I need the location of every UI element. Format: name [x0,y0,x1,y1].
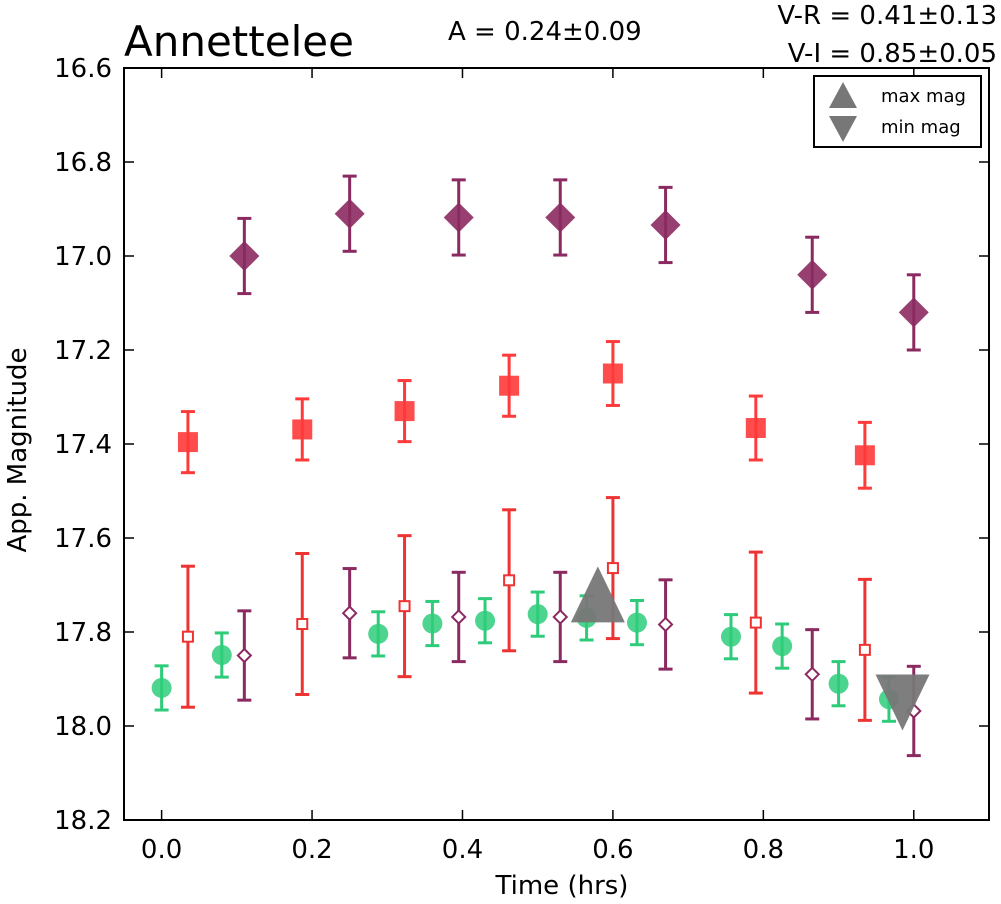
y-tick-label: 17.6 [54,524,112,554]
x-tick-label: 1.0 [893,835,934,865]
legend-triangle-up-icon [829,82,857,108]
point-diamond-filled-0-0 [229,241,260,271]
point-circle-filled-2-2 [368,623,389,644]
point-diamond-filled-0-4 [650,209,681,240]
point-diamond-filled-0-1 [334,198,365,229]
point-square-filled-1-5 [745,418,766,439]
point-square-open-3-0 [181,630,194,643]
y-tick-label: 18.2 [54,806,112,836]
point-circle-filled-2-1 [211,645,232,666]
point-circle-filled-2-5 [527,604,548,625]
x-tick-label: 0.6 [592,835,633,865]
point-square-open-3-3 [503,574,516,587]
point-diamond-open-4-2 [450,609,467,625]
point-diamond-filled-0-3 [545,202,576,233]
point-square-open-3-6 [858,643,871,656]
point-diamond-open-4-4 [657,616,674,633]
y-tick-label: 16.8 [54,148,112,178]
v-r-color-label: V-R = 0.41±0.13 [777,1,997,31]
point-square-filled-1-2 [394,401,415,422]
x-tick-label: 0.2 [291,835,332,865]
point-square-open-3-2 [398,600,411,613]
extremum-min-marker [875,674,930,731]
point-diamond-filled-0-5 [797,259,828,290]
point-square-open-3-4 [606,562,619,575]
x-tick-label: 0.0 [141,835,182,865]
point-diamond-open-4-1 [341,605,358,622]
point-square-open-3-1 [296,618,309,631]
point-circle-filled-2-7 [626,612,647,633]
legend-box: max mag min mag [813,75,982,148]
point-diamond-filled-0-2 [443,202,474,233]
point-diamond-open-4-0 [236,647,253,664]
point-square-filled-1-1 [292,419,313,440]
legend-triangle-down-icon [829,116,857,142]
v-i-color-label: V-I = 0.85±0.05 [788,39,997,69]
point-square-filled-1-0 [177,432,198,453]
extremum-max-marker [570,566,625,623]
x-axis-label: Time (hrs) [495,871,629,901]
point-diamond-open-4-5 [804,666,821,683]
point-square-filled-1-6 [854,445,875,466]
legend-label-max: max mag [881,86,966,107]
point-circle-filled-2-0 [151,677,172,698]
y-axis-label: App. Magnitude [3,347,33,552]
x-tick-label: 0.4 [442,835,483,865]
legend-label-min: min mag [881,117,961,138]
point-circle-filled-2-9 [772,636,793,657]
point-square-filled-1-4 [602,363,623,384]
y-tick-label: 17.2 [54,336,112,366]
x-tick-label: 0.8 [743,835,784,865]
amplitude-label: A = 0.24±0.09 [448,17,642,47]
point-square-open-3-5 [749,616,762,629]
point-circle-filled-2-8 [721,626,742,647]
point-circle-filled-2-4 [475,610,496,631]
point-diamond-filled-0-6 [898,297,929,328]
chart-title: Annettelee [124,17,354,66]
point-square-filled-1-3 [499,375,520,396]
y-tick-label: 17.4 [54,430,112,460]
y-tick-label: 17.8 [54,618,112,648]
point-circle-filled-2-3 [422,613,443,634]
ticks-layer: 0.0 0.2 0.4 0.6 0.8 1.0 16.6 16.8 17.0 17.2 17.4 17… [54,54,989,865]
point-circle-filled-2-10 [828,673,849,694]
y-tick-label: 18.0 [54,712,112,742]
y-tick-label: 16.6 [54,54,112,84]
point-diamond-open-4-3 [552,609,569,625]
plot-layer [151,174,930,758]
y-tick-label: 17.0 [54,242,112,272]
